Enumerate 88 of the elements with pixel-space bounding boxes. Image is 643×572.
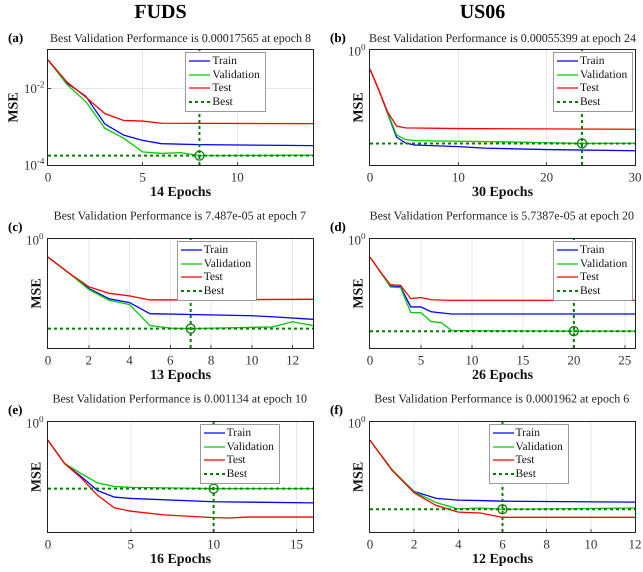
y-axis-title: MSE xyxy=(352,462,367,492)
chart-title: US06 xyxy=(460,1,506,23)
legend-label: Train xyxy=(204,244,228,256)
legend-label: Test xyxy=(212,82,232,94)
legend-label: Test xyxy=(580,82,599,94)
y-axis-title: MSE xyxy=(6,92,22,123)
x-tick-label: 2 xyxy=(410,536,418,552)
x-tick-label: 20 xyxy=(567,352,580,368)
x-tick-label: 0 xyxy=(44,536,52,552)
y-axis-title: MSE xyxy=(352,92,367,123)
y-tick-label: 10$^{-2}$ xyxy=(24,79,45,96)
legend-label: Validation xyxy=(580,68,628,80)
x-tick-label: 15 xyxy=(290,536,303,552)
y-axis-title: MSE xyxy=(352,278,367,309)
legend-label: Validation xyxy=(580,258,628,270)
x-axis-title: 14 Epochs xyxy=(150,184,212,200)
legend-label: Train xyxy=(516,427,540,439)
ref-line-label: Best xyxy=(580,96,600,108)
x-axis-title: 16 Epochs xyxy=(150,552,212,567)
text: 10$^{0}$ xyxy=(348,42,366,58)
x-tick-label: 12 xyxy=(628,536,642,552)
chart-subtitle: Best Validation Performance is 0.00055399 at epoch 24 xyxy=(369,31,636,45)
chart-title: FUDS xyxy=(134,1,187,23)
chart-title: Best Validation Performance is 5.7387e-05 at epoch 20 xyxy=(370,208,634,222)
legend-label: Test xyxy=(580,271,599,283)
x-tick-label: 12 xyxy=(286,352,300,368)
x-tick-label: 10 xyxy=(207,536,220,552)
text: (d) xyxy=(330,219,346,234)
chart-subtitle: Best Validation Performance is 0.00017565 at epoch 8 xyxy=(50,31,312,45)
y-axis-title: MSE xyxy=(30,278,45,309)
x-tick-label: 2 xyxy=(86,352,92,368)
x-tick-label: 15 xyxy=(516,352,530,368)
text: 10$^{0}$ xyxy=(26,231,44,248)
legend-label: Train xyxy=(580,244,604,256)
ref-line-label: Best xyxy=(516,468,536,480)
x-tick-label: 4 xyxy=(126,352,134,368)
ref-line-label: Best xyxy=(212,96,233,108)
legend-label: Validation xyxy=(212,68,260,80)
x-tick-label: 0 xyxy=(366,352,374,368)
x-tick-label: 20 xyxy=(540,170,554,185)
x-tick-label: 5 xyxy=(128,536,134,552)
x-tick-label: 6 xyxy=(499,536,506,552)
x-axis-title: 13 Epochs xyxy=(150,368,212,383)
x-tick-label: 8 xyxy=(208,352,214,368)
text: 10$^{0}$ xyxy=(348,231,366,248)
x-tick-label: 5 xyxy=(418,352,424,368)
chart-title: Best Validation Performance is 0.0001962 at epoch 6 xyxy=(374,391,630,406)
ref-line-label: Best xyxy=(226,468,248,480)
x-tick-label: 5 xyxy=(139,170,146,185)
ref-line-label: Best xyxy=(580,284,600,296)
legend-label: Test xyxy=(516,454,534,466)
x-tick-label: 10 xyxy=(465,352,478,368)
x-axis-title: 26 Epochs xyxy=(472,368,534,383)
legend-label: Validation xyxy=(204,258,251,270)
x-tick-label: 0 xyxy=(366,170,374,185)
x-axis-title: 12 Epochs xyxy=(472,552,534,567)
chart-title: Best Validation Performance is 7.487e-05 at epoch 7 xyxy=(54,208,306,222)
legend-label: Train xyxy=(580,55,604,67)
x-tick-label: 10 xyxy=(245,352,258,368)
x-tick-label: 8 xyxy=(543,536,550,552)
text: (f) xyxy=(330,402,343,417)
x-tick-label: 30 xyxy=(628,170,642,185)
x-tick-label: 25 xyxy=(618,352,632,368)
text: 10$^{0}$ xyxy=(26,414,44,430)
x-axis-title: 30 Epochs xyxy=(472,184,534,200)
legend-label: Train xyxy=(226,427,252,439)
text: (a) xyxy=(8,30,24,45)
legend-label: Test xyxy=(204,271,223,283)
x-tick-label: 0 xyxy=(366,536,374,552)
x-tick-label: 10 xyxy=(452,170,465,185)
ref-line-label: Best xyxy=(204,284,224,296)
x-tick-label: 10 xyxy=(584,536,598,552)
x-tick-label: 0 xyxy=(44,352,52,368)
text: (c) xyxy=(8,219,22,234)
x-tick-label: 0 xyxy=(44,170,52,185)
chart-title: Best Validation Performance is 0.001134 at epoch 10 xyxy=(52,391,308,406)
x-tick-label: 4 xyxy=(455,536,462,552)
text: 10$^{0}$ xyxy=(348,414,366,430)
x-tick-label: 10 xyxy=(230,170,244,185)
x-tick-label: 6 xyxy=(167,352,174,368)
legend-label: Validation xyxy=(226,440,274,452)
y-axis-title: MSE xyxy=(30,462,45,492)
text: (e) xyxy=(8,402,22,417)
legend-label: Test xyxy=(226,454,246,466)
legend-label: Train xyxy=(212,55,237,67)
text: (b) xyxy=(330,30,346,45)
y-tick-label: 10$^{-4}$ xyxy=(24,156,45,173)
legend-label: Validation xyxy=(516,440,563,452)
